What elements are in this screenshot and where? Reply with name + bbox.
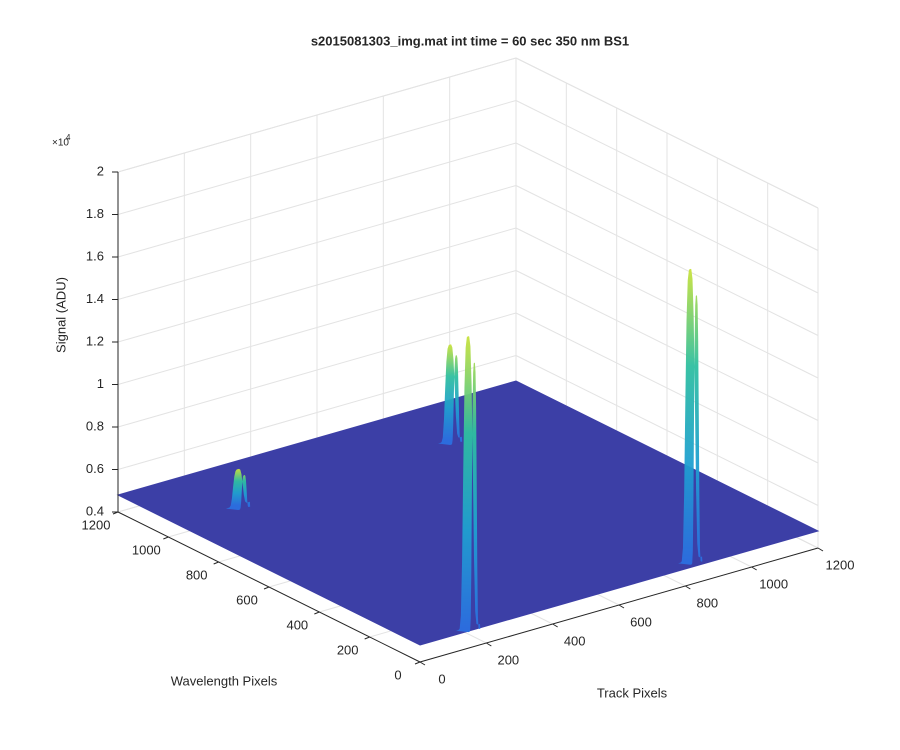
y-tick-label: 600 xyxy=(236,592,258,607)
surface-layer xyxy=(116,268,820,646)
box-edge xyxy=(515,57,819,209)
y-tick-label: 0 xyxy=(394,667,401,682)
z-tick-label: 0.4 xyxy=(86,503,104,518)
grid-line xyxy=(515,355,819,506)
z-tick-label: 1.8 xyxy=(86,206,104,221)
y-tick xyxy=(112,511,119,515)
surface-peak xyxy=(456,336,481,633)
y-tick-label: 400 xyxy=(286,617,308,632)
x-tick xyxy=(618,604,625,609)
x-tick-label: 600 xyxy=(630,614,652,629)
grid-line xyxy=(117,270,517,385)
axis-layer: 0.4 0.6 0.8 1 1.2 1.4 1.6 1.8 2 0 200 400 600 800 1000… xyxy=(82,163,855,686)
x-tick xyxy=(419,661,426,666)
y-tick xyxy=(263,586,270,590)
y-tick-label: 1000 xyxy=(132,542,161,557)
y-tick-label: 200 xyxy=(337,642,359,657)
y-tick xyxy=(314,611,320,615)
x-tick-label: 0 xyxy=(438,671,445,686)
y-tick-label: 800 xyxy=(186,567,208,582)
grid-line xyxy=(515,270,819,421)
y-tick xyxy=(414,661,421,665)
x-tick-label: 400 xyxy=(564,633,586,648)
x-tick xyxy=(552,623,558,628)
grid-line xyxy=(515,142,819,294)
grid-line xyxy=(117,100,517,215)
chart-title: s2015081303_img.mat int time = 60 sec 35… xyxy=(311,33,629,48)
grid-line xyxy=(515,185,819,336)
x-axis-label: Track Pixels xyxy=(597,685,668,700)
z-tick-label: 1.6 xyxy=(86,248,104,263)
z-axis-label: Signal (ADU) xyxy=(53,277,68,353)
x-tick xyxy=(751,566,757,571)
grid-line xyxy=(515,312,819,464)
y-tick xyxy=(213,561,219,565)
y-axis-label: Wavelength Pixels xyxy=(171,673,278,688)
x-tick xyxy=(685,585,691,590)
surface-peak xyxy=(678,268,703,565)
grid-line xyxy=(515,100,819,251)
surface-peak xyxy=(437,344,463,445)
x-tick xyxy=(817,547,824,552)
grid-line xyxy=(117,312,517,428)
z-tick-label: 0.8 xyxy=(86,418,104,433)
box-edge xyxy=(117,57,517,173)
x-tick-label: 200 xyxy=(497,652,519,667)
z-tick-label: 1.2 xyxy=(86,333,104,348)
x-tick xyxy=(486,642,492,647)
y-tick xyxy=(163,536,169,540)
grid-line xyxy=(117,142,517,258)
z-scale-exponent: 4 xyxy=(66,133,71,142)
y-tick xyxy=(364,636,370,640)
z-tick-label: 1 xyxy=(97,376,104,391)
z-tick-label: 0.6 xyxy=(86,461,104,476)
surface-peak xyxy=(225,468,251,511)
grid-line xyxy=(117,185,517,300)
z-tick-label: 2 xyxy=(97,163,104,178)
x-tick-label: 1200 xyxy=(826,557,855,572)
grid-line xyxy=(117,227,517,343)
z-tick-label: 1.4 xyxy=(86,291,104,306)
z-scale-base: ×10 xyxy=(52,138,69,149)
x-tick-label: 1000 xyxy=(759,576,788,591)
x-tick-label: 800 xyxy=(696,595,718,610)
grid-line xyxy=(515,227,819,379)
y-tick-label: 1200 xyxy=(82,517,111,532)
